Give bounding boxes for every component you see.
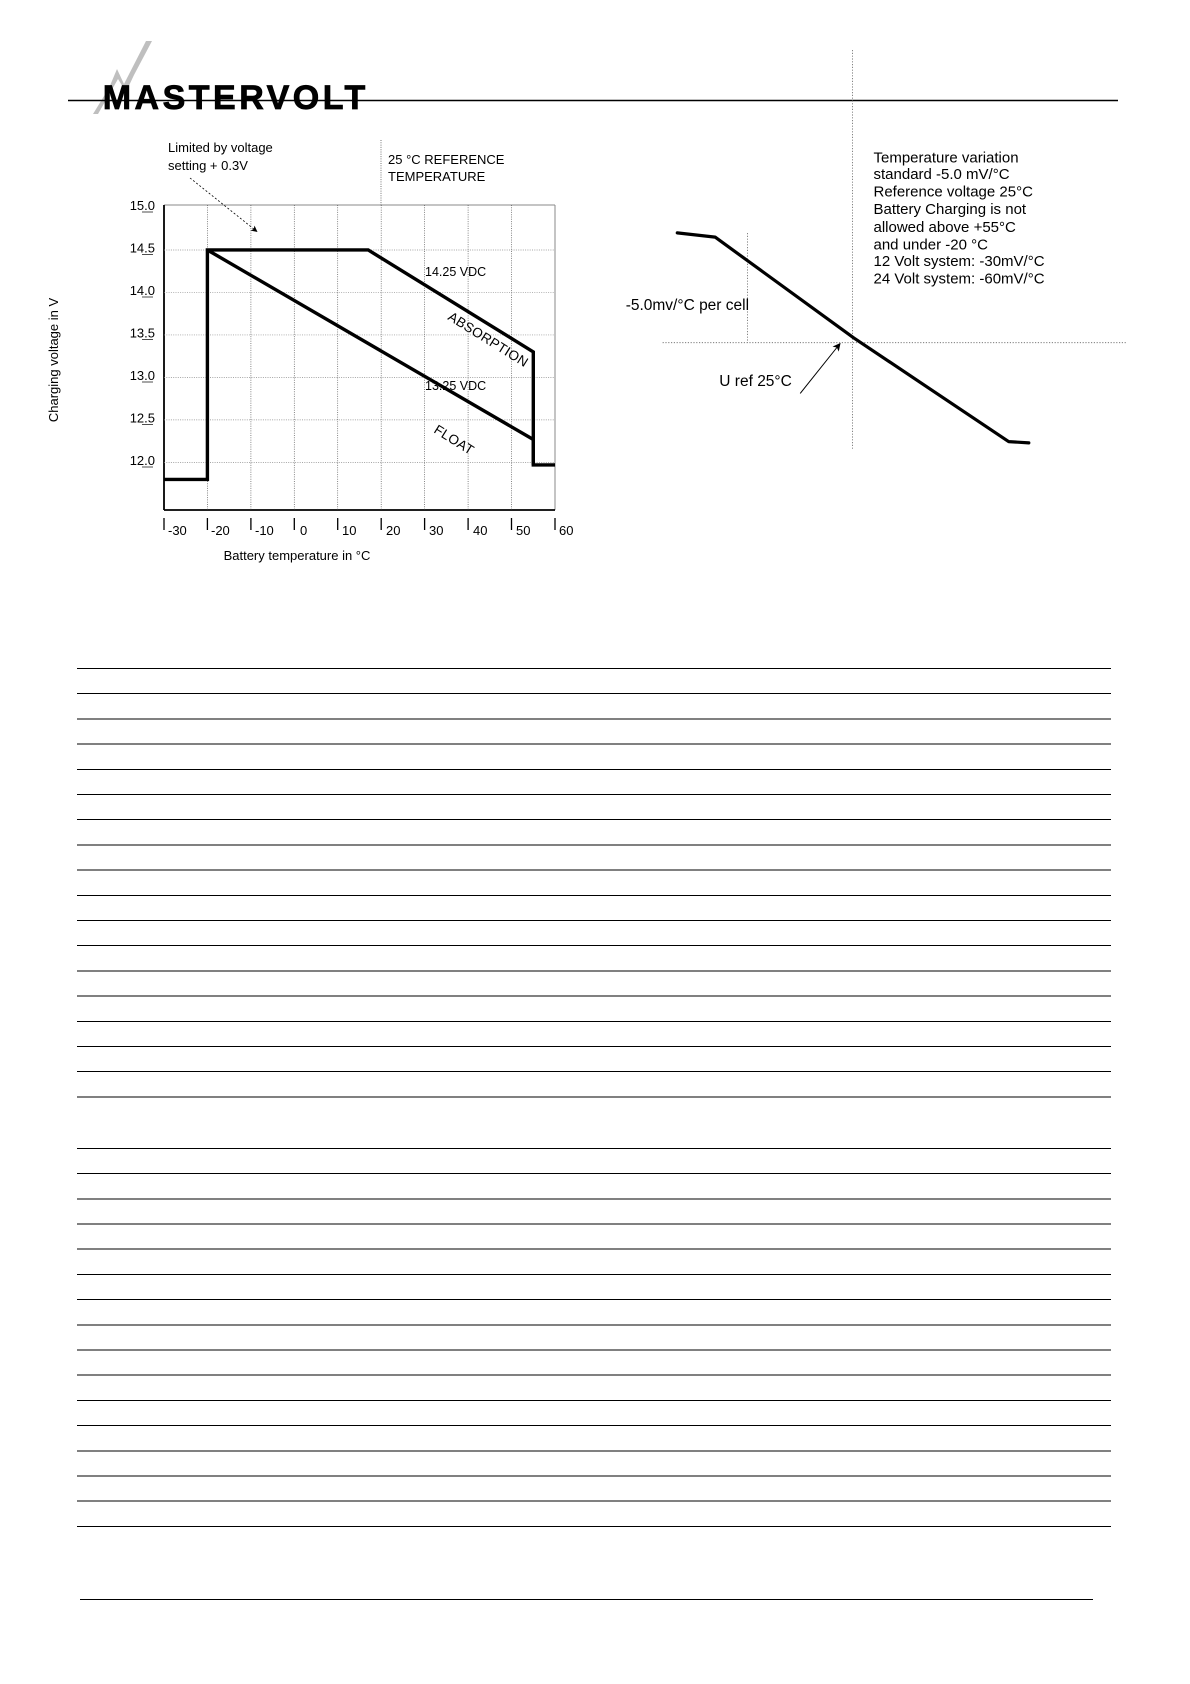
svg-text:14.5: 14.5 xyxy=(130,241,155,256)
svg-text:-30: -30 xyxy=(168,523,187,538)
svg-text:Battery Charging is not: Battery Charging is not xyxy=(874,201,1027,218)
svg-text:14.25 VDC: 14.25 VDC xyxy=(425,265,486,279)
svg-text:setting + 0.3V: setting + 0.3V xyxy=(168,158,248,173)
svg-text:TEMPERATURE: TEMPERATURE xyxy=(388,169,486,184)
svg-text:standard -5.0 mV/°C: standard -5.0 mV/°C xyxy=(874,166,1010,183)
svg-text:13.5: 13.5 xyxy=(130,326,155,341)
svg-text:12 Volt system: -30mV/°C: 12 Volt system: -30mV/°C xyxy=(874,253,1045,270)
svg-text:-10: -10 xyxy=(255,523,274,538)
svg-text:30: 30 xyxy=(429,523,443,538)
svg-text:U ref 25°C: U ref 25°C xyxy=(719,373,792,390)
svg-text:Charging voltage in V: Charging voltage in V xyxy=(46,298,61,423)
svg-text:Battery temperature in °C: Battery temperature in °C xyxy=(224,548,371,563)
svg-text:12.5: 12.5 xyxy=(130,411,155,426)
svg-text:10: 10 xyxy=(342,523,356,538)
svg-text:14.0: 14.0 xyxy=(130,283,155,298)
svg-text:and under -20 °C: and under -20 °C xyxy=(874,236,989,253)
svg-text:13.25 VDC: 13.25 VDC xyxy=(425,379,486,393)
svg-text:60: 60 xyxy=(559,523,573,538)
svg-text:MASTERVOLT: MASTERVOLT xyxy=(103,79,369,117)
svg-text:Temperature variation: Temperature variation xyxy=(874,149,1019,166)
svg-text:-5.0mv/°C per cell: -5.0mv/°C per cell xyxy=(626,297,749,314)
svg-text:15.0: 15.0 xyxy=(130,198,155,213)
svg-text:Reference voltage 25°C: Reference voltage 25°C xyxy=(874,184,1034,201)
svg-text:25 °C REFERENCE: 25 °C REFERENCE xyxy=(388,152,505,167)
svg-text:FLOAT: FLOAT xyxy=(431,422,476,458)
svg-text:24 Volt system: -60mV/°C: 24 Volt system: -60mV/°C xyxy=(874,271,1045,288)
svg-text:13.0: 13.0 xyxy=(130,368,155,383)
svg-text:50: 50 xyxy=(516,523,530,538)
svg-text:ABSORPTION: ABSORPTION xyxy=(445,309,531,370)
svg-text:0: 0 xyxy=(300,523,307,538)
svg-text:allowed above +55°C: allowed above +55°C xyxy=(874,219,1017,236)
svg-text:Limited by voltage: Limited by voltage xyxy=(168,140,273,155)
svg-text:40: 40 xyxy=(473,523,487,538)
svg-text:12.0: 12.0 xyxy=(130,453,155,468)
svg-text:-20: -20 xyxy=(211,523,230,538)
svg-text:20: 20 xyxy=(386,523,400,538)
